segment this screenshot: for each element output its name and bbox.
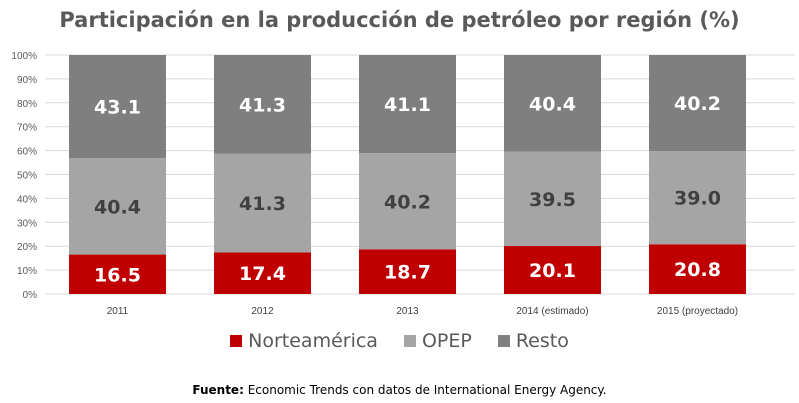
bar-resto (214, 55, 311, 154)
chart-title: Participación en la producción de petról… (59, 8, 740, 32)
data-label: 40.4 (529, 93, 576, 115)
data-label: 17.4 (239, 263, 286, 285)
bar-opep (649, 151, 746, 245)
y-tick-label: 70% (17, 123, 37, 134)
y-tick-label: 10% (17, 266, 37, 277)
data-label: 43.1 (94, 97, 141, 119)
source-note: Fuente: Economic Trends con datos de Int… (0, 383, 799, 397)
data-label: 41.3 (239, 94, 286, 116)
legend-swatch (497, 335, 510, 347)
legend-swatch (403, 335, 416, 347)
data-label: 40.2 (384, 191, 431, 213)
bar-opep (504, 151, 601, 246)
data-label: 39.0 (674, 188, 721, 210)
data-label: 40.2 (674, 93, 721, 115)
x-tick-label: 2012 (251, 306, 274, 317)
x-tick-label: 2014 (estimado) (516, 306, 588, 317)
y-tick-label: 50% (17, 171, 37, 182)
y-tick-label: 0% (23, 290, 38, 301)
chart-plot: 0% 10% 20% 30% 40% 50% 60% 70% 80% 90% 100% 16.5 40.… (11, 51, 795, 317)
y-tick-label: 90% (17, 75, 37, 86)
source-text: Economic Trends con datos de Internation… (243, 383, 607, 397)
bar-norteamérica (214, 252, 311, 294)
bar-norteamérica (69, 254, 166, 294)
data-label: 20.1 (529, 260, 576, 282)
bar-resto (649, 55, 746, 152)
y-tick-label: 30% (17, 218, 37, 229)
legend: Norteamérica OPEP Resto (0, 330, 799, 352)
bar-resto (69, 55, 166, 159)
legend-item: OPEP (403, 330, 472, 352)
x-tick-label: 2011 (107, 306, 129, 317)
data-label: 41.3 (239, 193, 286, 215)
source-label: Fuente: (192, 383, 244, 397)
y-tick-label: 100% (11, 51, 37, 62)
bar-opep (359, 153, 456, 250)
bar-norteamérica (504, 245, 601, 294)
x-tick-label: 2013 (396, 306, 419, 317)
bar-opep (214, 153, 311, 253)
data-label: 20.8 (674, 259, 721, 281)
data-label: 18.7 (384, 262, 431, 284)
data-label: 39.5 (529, 189, 576, 211)
legend-label: Resto (515, 330, 569, 352)
y-tick-label: 40% (17, 194, 37, 205)
bar-resto (504, 55, 601, 152)
data-label: 41.1 (384, 94, 431, 116)
bar-opep (69, 158, 166, 255)
y-tick-label: 60% (17, 147, 37, 158)
y-tick-label: 20% (17, 242, 37, 253)
data-label: 40.4 (94, 196, 141, 218)
legend-item: Resto (497, 330, 569, 352)
bar-norteamérica (359, 249, 456, 294)
y-tick-label: 80% (17, 99, 37, 110)
data-label: 16.5 (94, 264, 141, 286)
legend-label: Norteamérica (248, 330, 378, 352)
legend-label: OPEP (421, 330, 472, 352)
bar-resto (359, 55, 456, 154)
bar-norteamérica (649, 244, 746, 294)
legend-item: Norteamérica (230, 330, 378, 352)
x-tick-label: 2015 (proyectado) (657, 306, 738, 317)
legend-swatch (230, 335, 243, 347)
